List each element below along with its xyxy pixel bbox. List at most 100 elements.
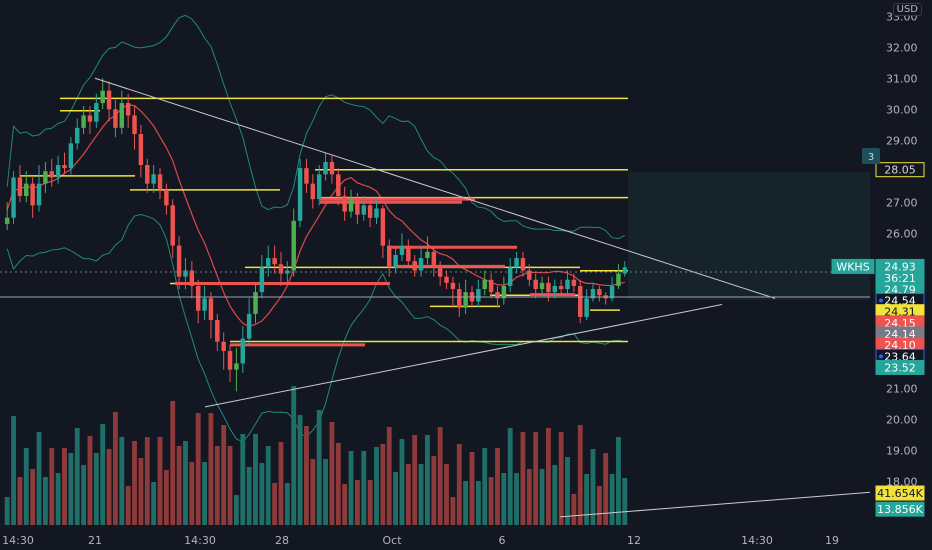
candle-body	[329, 161, 335, 175]
volume-bar	[444, 464, 449, 525]
volume-bar	[233, 495, 239, 525]
y-tick-label: 32.00	[886, 41, 918, 54]
volume-bar	[240, 434, 246, 525]
range-zone	[628, 172, 870, 300]
candle-body	[74, 127, 80, 144]
volume-bar	[348, 451, 354, 525]
volume-bar	[183, 441, 188, 525]
volume-bar	[138, 458, 144, 525]
volume-bar	[374, 447, 379, 525]
trendlines	[94, 77, 873, 518]
candle-body	[386, 245, 392, 268]
candle-body	[482, 279, 487, 290]
candle-body	[87, 115, 93, 122]
x-tick-label: 12	[627, 534, 641, 547]
volume-bar	[81, 465, 87, 525]
side-badge[interactable]: 3	[862, 148, 880, 164]
y-tick-label: 21.00	[886, 382, 918, 395]
candle-body	[533, 279, 538, 290]
candle-body	[170, 205, 175, 246]
y-tick-label: 30.00	[886, 103, 918, 116]
candle-body	[68, 143, 74, 169]
volume-bar	[616, 437, 621, 525]
volume-bar	[189, 462, 195, 525]
candle-body	[17, 177, 23, 197]
volume-bar	[316, 410, 322, 525]
volume-bar	[170, 401, 176, 525]
candle-body	[215, 320, 220, 342]
volume-bar	[495, 448, 500, 525]
volume-bar	[221, 425, 227, 525]
x-tick-label: Oct	[382, 534, 402, 547]
volume-bar	[11, 416, 16, 525]
volume-bar	[113, 412, 118, 525]
volume-bar	[418, 464, 424, 525]
volume-bar	[119, 437, 125, 525]
candle-body	[43, 171, 48, 184]
price-tag: 13.856K	[875, 501, 925, 517]
price-tag-dot	[879, 354, 883, 359]
candle-body	[151, 174, 156, 184]
volume-bar	[520, 432, 526, 525]
candle-body	[463, 292, 468, 308]
candle-body	[297, 168, 303, 221]
candle-body	[488, 279, 494, 293]
candle-body	[176, 245, 182, 277]
volume-bar	[30, 469, 36, 525]
candles	[4, 78, 628, 392]
lower-band	[6, 213, 625, 443]
price-tag-bg	[875, 162, 925, 178]
candle-body	[221, 341, 226, 352]
volume-bar	[609, 474, 615, 525]
price-tag-text: 28.05	[884, 164, 916, 177]
volume-bar	[405, 464, 411, 525]
volume-bar	[431, 456, 437, 525]
volume-bar	[437, 427, 443, 525]
volume-bar	[214, 446, 220, 525]
candle-body	[183, 270, 188, 277]
candle-body	[616, 273, 621, 286]
volume-bar	[125, 486, 131, 525]
volume-bar	[603, 453, 609, 525]
candle-body	[227, 351, 233, 370]
candle-body	[425, 251, 430, 259]
candle-body	[558, 285, 564, 290]
volume-bar	[533, 432, 539, 525]
volume-bar	[36, 432, 42, 525]
currency-label[interactable]: USD	[892, 3, 922, 16]
volume-bar	[87, 436, 93, 525]
horizontal-levels	[20, 97, 628, 347]
volume-bar	[526, 469, 532, 525]
volume-bars	[4, 386, 628, 525]
trendline	[559, 491, 873, 518]
volume-bar	[144, 437, 150, 525]
volume-bar	[246, 467, 252, 525]
volume-bar	[291, 386, 297, 525]
candle-body	[552, 285, 558, 293]
candle-body	[100, 90, 105, 104]
volume-bar	[323, 459, 328, 525]
volume-bar	[74, 428, 80, 525]
candle-body	[578, 285, 583, 317]
trendline	[204, 304, 723, 408]
candle-body	[355, 199, 360, 215]
volume-bar	[253, 434, 258, 525]
trendline	[94, 77, 776, 299]
volume-bar	[132, 441, 137, 525]
candle-body	[406, 245, 411, 262]
candle-body	[278, 264, 284, 274]
volume-bar	[545, 428, 551, 525]
price-tag: 24.93	[875, 258, 925, 274]
volume-bar	[259, 463, 265, 525]
candle-body	[457, 289, 462, 308]
y-tick-label: 18.00	[886, 475, 918, 488]
volume-bar	[227, 446, 233, 525]
volume-bar	[463, 481, 469, 525]
volume-bar	[380, 444, 386, 525]
candle-body	[597, 289, 602, 296]
candle-body	[138, 134, 144, 166]
volume-bar	[475, 481, 481, 525]
volume-bar	[571, 494, 577, 525]
volume-bar	[55, 473, 61, 525]
